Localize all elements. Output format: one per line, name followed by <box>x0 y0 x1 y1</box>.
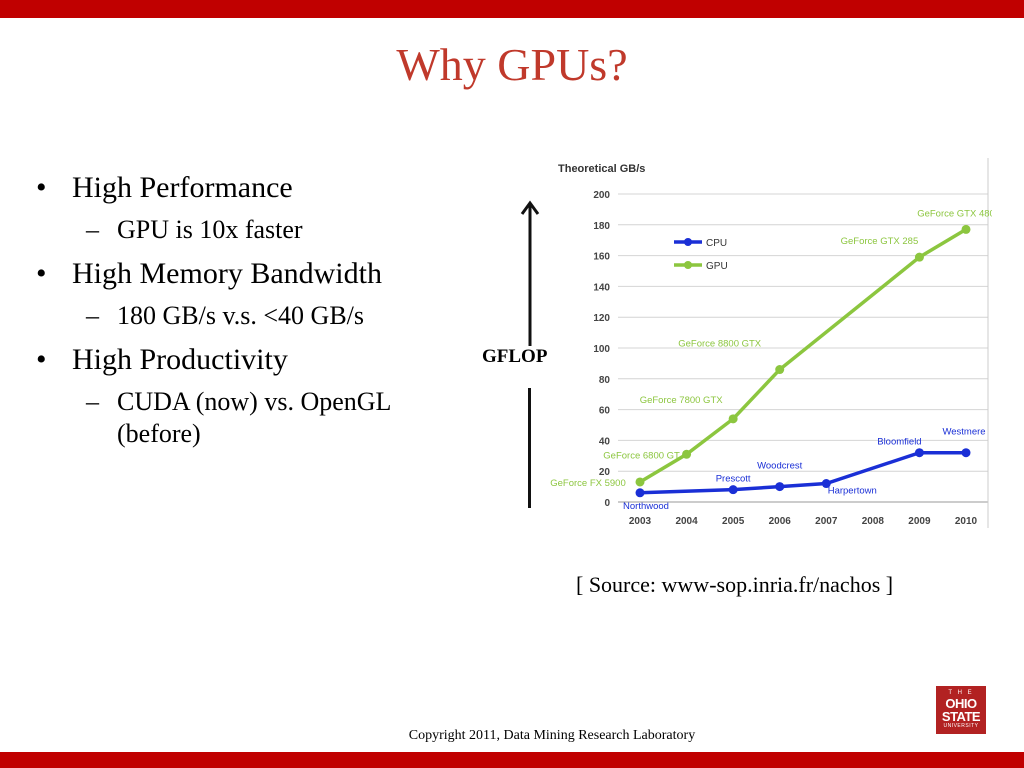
y-tick-label: 120 <box>593 313 610 324</box>
bullet-symbol: • <box>36 257 47 290</box>
data-point-gpu <box>635 477 645 487</box>
x-tick-label: 2005 <box>722 516 745 527</box>
arrow-label: GFLOPS <box>482 346 559 367</box>
x-tick-label: 2007 <box>815 516 838 527</box>
annotation-label: Prescott <box>716 474 751 485</box>
slide-title: Why GPUs? <box>396 39 628 90</box>
bullet-text: High Productivity <box>72 343 288 376</box>
annotation-label: GeForce GTX 480 <box>917 208 992 219</box>
sub-bullet-text: CUDA (now) vs. OpenGL (before) <box>117 387 391 448</box>
x-tick-label: 2004 <box>675 516 698 527</box>
copyright-footer: Copyright 2011, Data Mining Research Lab… <box>408 728 696 743</box>
bullet-text: High Performance <box>72 171 293 204</box>
bullet-symbol: • <box>36 171 47 204</box>
series-line-gpu <box>639 227 967 484</box>
bullet-symbol: • <box>36 343 47 376</box>
sub-bullet-item: – GPU is 10x faster <box>36 214 416 246</box>
x-tick-label: 2008 <box>862 516 885 527</box>
legend-label: CPU <box>706 238 727 249</box>
bottom-accent-bar <box>0 752 1024 768</box>
data-point-gpu <box>961 224 971 234</box>
annotation-label: Westmere <box>942 427 985 438</box>
bullet-item: • High Productivity <box>36 340 476 380</box>
x-tick-label: 2010 <box>955 516 978 527</box>
data-point-gpu <box>775 365 785 375</box>
annotation-label: Bloomfield <box>877 437 921 448</box>
data-point-gpu <box>682 449 692 459</box>
data-point-cpu <box>775 482 785 492</box>
y-tick-label: 60 <box>599 406 611 417</box>
sub-bullet-text: GPU is 10x faster <box>117 215 303 244</box>
dash-symbol: – <box>86 301 99 330</box>
y-tick-label: 40 <box>599 436 611 447</box>
series-line-cpu <box>639 450 966 495</box>
y-tick-label: 20 <box>599 467 611 478</box>
annotation-label: GeForce 7800 GTX <box>640 395 724 406</box>
bandwidth-chart: Theoretical GB/s 0 20 40 60 80 100 120 140 160 180… <box>548 158 992 530</box>
legend-marker <box>684 261 692 269</box>
sub-bullet-item: – 180 GB/s v.s. <40 GB/s <box>36 300 416 332</box>
legend-label: GPU <box>706 261 728 272</box>
annotation-label: GeForce 8800 GTX <box>678 339 762 350</box>
dash-symbol: – <box>86 215 99 244</box>
logo-text-line1: OHIO <box>945 696 977 711</box>
arrow-up-icon <box>520 200 540 346</box>
y-tick-label: 100 <box>593 344 610 355</box>
annotation-label: GeForce FX 5900 <box>550 478 626 489</box>
bullet-item: • High Performance <box>36 168 476 208</box>
logo-text-bottom: UNIVERSITY <box>943 723 979 729</box>
y-tick-label: 180 <box>593 221 610 232</box>
y-tick-label: 160 <box>593 252 610 263</box>
legend-marker <box>684 238 692 246</box>
annotation-label: Northwood <box>623 501 669 512</box>
annotation-label: Harpertown <box>828 486 877 497</box>
x-tick-label: 2006 <box>769 516 792 527</box>
logo-text-top: T H E <box>948 690 974 696</box>
chart-background <box>548 158 992 530</box>
annotation-label: GeForce GTX 285 <box>841 236 919 247</box>
top-accent-bar <box>0 0 1024 18</box>
data-point-gpu <box>914 252 924 262</box>
arrow-shaft <box>528 388 531 508</box>
annotation-label: GeForce 6800 GT <box>603 450 680 461</box>
data-point-cpu <box>821 479 831 489</box>
data-point-cpu <box>961 448 971 458</box>
bullet-text: High Memory Bandwidth <box>72 257 382 290</box>
dash-symbol: – <box>86 387 99 416</box>
chart-title: Theoretical GB/s <box>558 163 645 175</box>
logo-text-line2: STATE <box>941 709 981 724</box>
y-tick-label: 80 <box>599 375 611 386</box>
data-point-cpu <box>635 488 645 498</box>
university-logo: T H E OHIO STATE UNIVERSITY <box>936 686 986 734</box>
bullet-list: • High Performance – GPU is 10x faster •… <box>36 168 476 458</box>
x-tick-label: 2009 <box>908 516 931 527</box>
y-tick-label: 0 <box>604 498 610 509</box>
source-citation: [ Source: www-sop.inria.fr/nachos ] <box>576 572 894 597</box>
x-tick-label: 2003 <box>629 516 652 527</box>
data-point-cpu <box>728 485 738 495</box>
y-tick-label: 200 <box>593 190 610 201</box>
sub-bullet-item: – CUDA (now) vs. OpenGL (before) <box>36 386 416 450</box>
bullet-item: • High Memory Bandwidth <box>36 254 476 294</box>
sub-bullet-text: 180 GB/s v.s. <40 GB/s <box>117 301 365 330</box>
annotation-label: Woodcrest <box>757 461 803 472</box>
y-tick-label: 140 <box>593 282 610 293</box>
data-point-cpu <box>914 448 924 458</box>
data-point-gpu <box>728 414 738 424</box>
